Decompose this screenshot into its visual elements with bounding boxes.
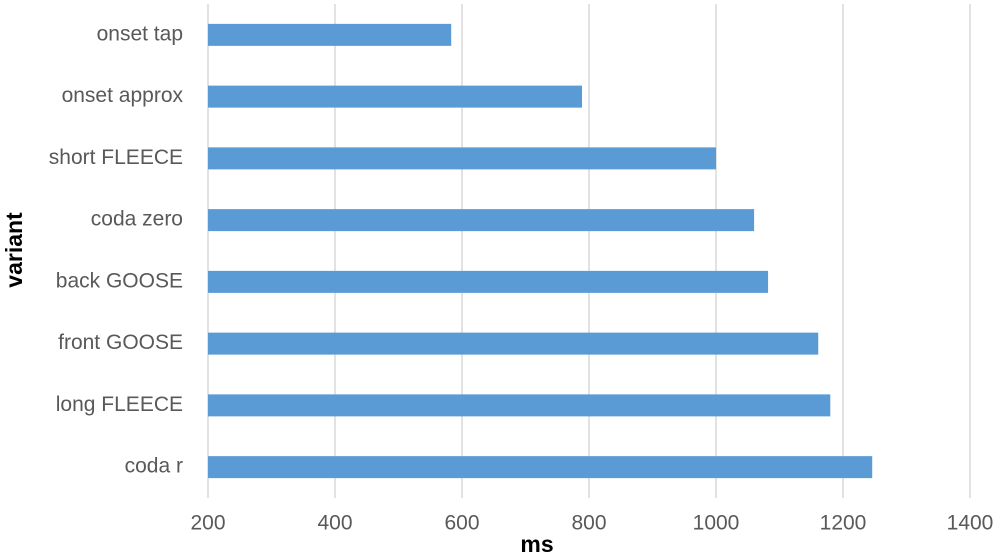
y-tick-label: back GOOSE [56,269,183,292]
x-tick-label: 1400 [947,512,994,535]
y-tick-label: coda zero [91,208,183,231]
x-tick-label: 200 [190,512,225,535]
x-tick-label: 800 [571,512,606,535]
x-axis-title: ms [520,531,553,557]
bar [208,332,819,355]
x-tick-label: 1000 [693,512,740,535]
y-tick-label: front GOOSE [58,331,183,354]
bar [208,85,583,108]
y-tick-label: coda r [125,455,183,478]
x-tick-label: 400 [317,512,352,535]
bar [208,270,769,293]
y-tick-label: onset approx [62,84,184,107]
bar [208,147,716,170]
x-tick-label: 600 [444,512,479,535]
y-tick-label: short FLEECE [49,146,183,169]
y-tick-label: long FLEECE [56,393,183,416]
bar [208,209,755,232]
y-axis-title: variant [1,212,27,288]
bar [208,23,452,46]
x-tick-label: 1200 [820,512,867,535]
bar [208,456,873,479]
y-tick-label: onset tap [97,22,183,45]
bar [208,394,831,417]
